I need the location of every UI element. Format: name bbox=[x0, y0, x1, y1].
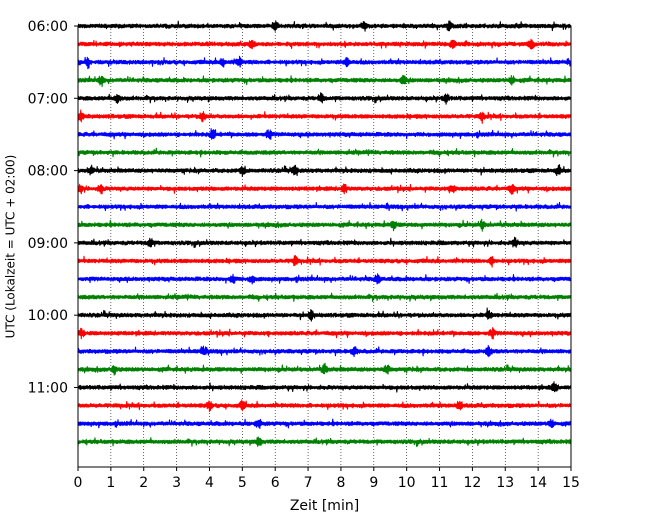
trace-1015 bbox=[77, 327, 572, 340]
y-tick-label: 11:00 bbox=[28, 380, 68, 396]
x-axis-ticks: 0 1 2 3 4 5 6 7 8 9 10 11 12 13 14 15 bbox=[74, 467, 580, 491]
x-axis-label: Zeit [min] bbox=[290, 498, 359, 514]
x-tick-label: 1 bbox=[106, 475, 115, 491]
trace-0930 bbox=[77, 273, 572, 285]
trace-0630 bbox=[77, 55, 572, 70]
x-tick-label: 8 bbox=[336, 475, 345, 491]
trace-lines bbox=[77, 20, 572, 447]
x-tick-label: 10 bbox=[398, 475, 416, 491]
trace-0800 bbox=[77, 164, 572, 178]
trace-0730 bbox=[77, 128, 572, 140]
y-tick-label: 07:00 bbox=[28, 91, 68, 107]
trace-0715 bbox=[77, 109, 572, 124]
x-tick-label: 13 bbox=[496, 475, 514, 491]
trace-0900 bbox=[77, 236, 572, 249]
x-tick-label: 15 bbox=[562, 475, 580, 491]
trace-1000 bbox=[77, 307, 572, 322]
y-axis-ticks: 06:00 07:00 08:00 09:00 10:00 11:00 bbox=[28, 19, 78, 396]
y-tick-label: 08:00 bbox=[28, 164, 68, 180]
x-tick-label: 2 bbox=[139, 475, 148, 491]
y-axis-label: UTC (Lokalzeit = UTC + 02:00) bbox=[4, 155, 18, 339]
x-tick-label: 4 bbox=[205, 475, 214, 491]
trace-1030 bbox=[77, 344, 572, 358]
y-tick-label: 06:00 bbox=[28, 19, 68, 35]
x-tick-label: 11 bbox=[431, 475, 449, 491]
x-tick-label: 6 bbox=[271, 475, 280, 491]
trace-1145 bbox=[77, 436, 572, 447]
trace-0600 bbox=[77, 20, 572, 32]
x-tick-label: 7 bbox=[304, 475, 313, 491]
trace-0945 bbox=[77, 292, 572, 303]
trace-1045 bbox=[77, 362, 572, 376]
x-tick-label: 0 bbox=[74, 475, 83, 491]
trace-0815 bbox=[77, 183, 572, 196]
trace-0745 bbox=[77, 147, 572, 158]
plot-area-frame bbox=[77, 25, 572, 468]
trace-0645 bbox=[77, 74, 572, 88]
trace-0830 bbox=[77, 201, 572, 212]
trace-0700 bbox=[77, 92, 572, 105]
x-tick-label: 3 bbox=[172, 475, 181, 491]
trace-0615 bbox=[77, 38, 572, 50]
x-tick-label: 9 bbox=[369, 475, 378, 491]
trace-0915 bbox=[77, 255, 572, 268]
trace-1130 bbox=[77, 418, 572, 429]
y-tick-label: 10:00 bbox=[28, 308, 68, 324]
trace-1115 bbox=[77, 399, 572, 413]
trace-1100 bbox=[77, 381, 572, 393]
x-tick-label: 12 bbox=[463, 475, 481, 491]
x-tick-label: 5 bbox=[238, 475, 247, 491]
x-tick-label: 14 bbox=[529, 475, 547, 491]
trace-0845 bbox=[77, 218, 572, 232]
y-tick-label: 09:00 bbox=[28, 236, 68, 252]
